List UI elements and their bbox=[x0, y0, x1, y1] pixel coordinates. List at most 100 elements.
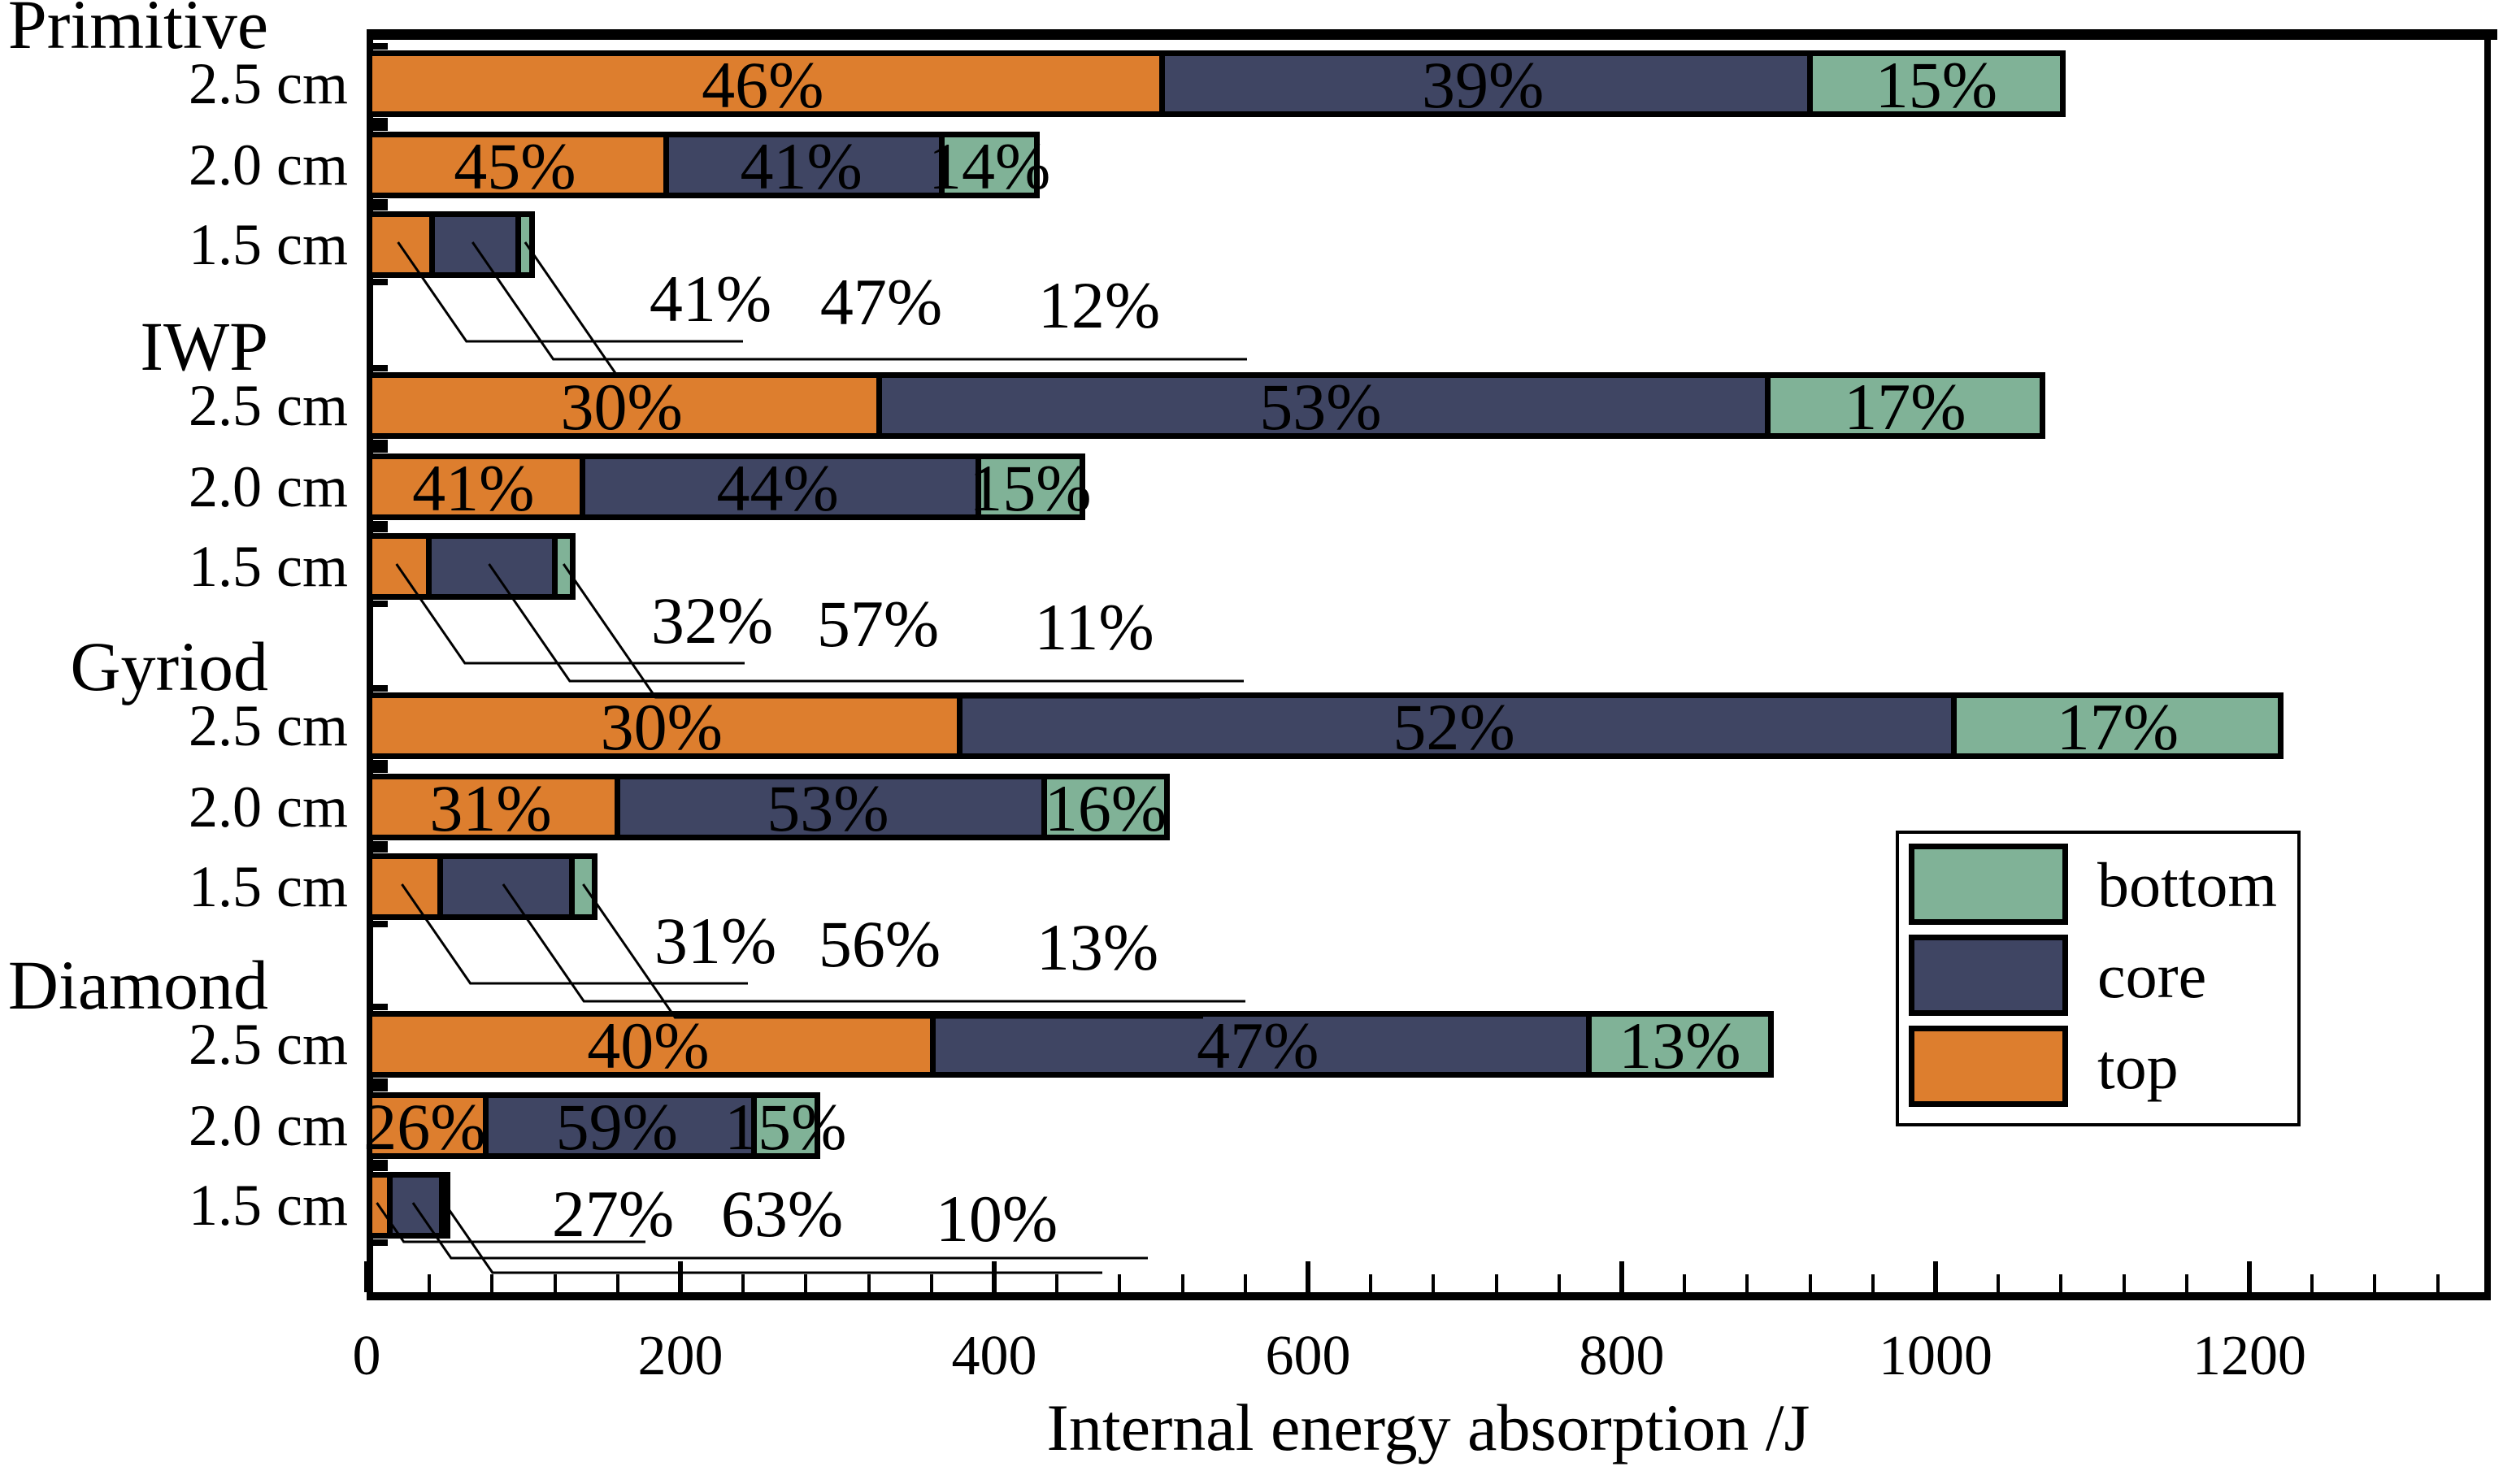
x-minor-tick bbox=[1997, 1274, 2001, 1292]
percent-label: 14% bbox=[928, 129, 1051, 203]
percent-label: 17% bbox=[2056, 690, 2179, 764]
percent-label: 26% bbox=[363, 1090, 486, 1164]
legend-swatch-top bbox=[1909, 1026, 2068, 1107]
leader-percent-label: 27% bbox=[551, 1177, 675, 1251]
y-tick bbox=[367, 766, 388, 773]
x-minor-tick bbox=[2059, 1274, 2063, 1292]
y-tick bbox=[367, 440, 388, 446]
plot-right-spine bbox=[2484, 29, 2491, 1300]
x-minor-tick bbox=[553, 1274, 557, 1292]
leader-percent-label: 12% bbox=[1037, 268, 1161, 342]
bar-segment-top bbox=[367, 774, 615, 840]
bar-segment-bottom bbox=[1041, 774, 1171, 840]
y-tick bbox=[367, 521, 388, 527]
size-label: 2.5 cm bbox=[189, 1012, 348, 1077]
x-minor-tick bbox=[867, 1274, 871, 1292]
x-minor-tick bbox=[804, 1274, 808, 1292]
leader-percent-label: 13% bbox=[1036, 910, 1159, 984]
x-minor-tick bbox=[2373, 1274, 2377, 1292]
legend-swatch-core bbox=[1909, 935, 2068, 1016]
percent-label: 44% bbox=[716, 451, 839, 525]
group-label: Primitive bbox=[7, 0, 268, 63]
size-label: 1.5 cm bbox=[189, 534, 348, 599]
leader-line bbox=[401, 883, 748, 985]
x-minor-tick bbox=[1745, 1274, 1749, 1292]
bar-segment-core bbox=[426, 533, 552, 600]
size-label: 2.0 cm bbox=[189, 775, 348, 840]
x-minor-tick bbox=[1118, 1274, 1122, 1292]
size-label: 2.5 cm bbox=[189, 51, 348, 116]
y-tick bbox=[367, 1165, 388, 1171]
y-tick bbox=[367, 124, 388, 131]
x-axis-title: Internal energy absorption /J bbox=[1046, 1391, 1810, 1464]
percent-label: 52% bbox=[1393, 690, 1515, 764]
x-major-tick bbox=[1933, 1261, 1938, 1292]
leader-percent-label: 41% bbox=[649, 262, 772, 336]
leader-percent-label: 10% bbox=[935, 1182, 1058, 1256]
percent-label: 30% bbox=[600, 690, 723, 764]
bar-segment-bottom bbox=[1806, 50, 2066, 117]
group-label: Diamond bbox=[7, 946, 268, 1024]
y-tick bbox=[367, 1078, 388, 1085]
size-label: 1.5 cm bbox=[189, 854, 348, 919]
group-label: Gyriod bbox=[70, 627, 268, 705]
x-minor-tick bbox=[1369, 1274, 1373, 1292]
leader-line bbox=[582, 883, 1203, 1019]
bar-segment-top bbox=[367, 211, 430, 278]
x-major-tick bbox=[1306, 1261, 1310, 1292]
bar-segment-bottom bbox=[568, 853, 597, 920]
bar-segment-bottom bbox=[1951, 692, 2284, 759]
percent-label: 39% bbox=[1422, 48, 1545, 122]
percent-label: 53% bbox=[1259, 370, 1382, 444]
x-minor-tick bbox=[615, 1274, 619, 1292]
bar-segment-bottom bbox=[1585, 1011, 1775, 1078]
percent-label: 15% bbox=[1875, 48, 1998, 122]
y-tick bbox=[367, 43, 388, 50]
y-tick bbox=[367, 1085, 388, 1091]
x-tick-label: 400 bbox=[951, 1325, 1037, 1387]
leader-percent-label: 31% bbox=[654, 904, 777, 978]
bar-segment-core bbox=[429, 211, 516, 278]
y-tick bbox=[367, 279, 388, 285]
x-minor-tick bbox=[490, 1274, 494, 1292]
bar-segment-core bbox=[956, 692, 1952, 759]
x-tick-label: 200 bbox=[637, 1325, 724, 1387]
leader-line bbox=[471, 241, 1247, 361]
bar-segment-core bbox=[929, 1011, 1586, 1078]
leader-line bbox=[443, 1202, 1102, 1274]
x-tick-label: 0 bbox=[352, 1325, 381, 1387]
x-minor-tick bbox=[1683, 1274, 1687, 1292]
y-tick bbox=[367, 1239, 388, 1246]
plot-left-spine bbox=[367, 29, 373, 1300]
percent-label: 40% bbox=[587, 1009, 710, 1083]
bar-segment-core bbox=[482, 1092, 751, 1159]
percent-label: 41% bbox=[740, 129, 863, 203]
size-label: 1.5 cm bbox=[189, 212, 348, 277]
bar-segment-top bbox=[367, 453, 580, 520]
leader-percent-label: 57% bbox=[816, 587, 940, 661]
bar-segment-top bbox=[367, 853, 437, 920]
legend-label-bottom: bottom bbox=[2097, 849, 2278, 920]
bar-segment-bottom bbox=[551, 533, 576, 600]
bar-segment-core bbox=[1158, 50, 1807, 117]
leader-line bbox=[488, 563, 1244, 683]
size-label: 2.0 cm bbox=[189, 454, 348, 519]
leader-percent-label: 32% bbox=[650, 584, 774, 657]
y-tick bbox=[367, 526, 388, 532]
y-tick bbox=[367, 446, 388, 453]
percent-label: 16% bbox=[1044, 771, 1167, 845]
y-tick bbox=[367, 1004, 388, 1010]
leader-percent-label: 63% bbox=[720, 1177, 844, 1251]
y-tick bbox=[367, 1160, 388, 1166]
percent-label: 47% bbox=[1197, 1009, 1319, 1083]
leader-line bbox=[395, 563, 745, 665]
size-label: 2.5 cm bbox=[189, 373, 348, 438]
x-minor-tick bbox=[2122, 1274, 2126, 1292]
percent-label: 31% bbox=[429, 771, 552, 845]
size-label: 2.5 cm bbox=[189, 693, 348, 758]
x-minor-tick bbox=[2184, 1274, 2188, 1292]
percent-label: 46% bbox=[702, 48, 824, 122]
x-minor-tick bbox=[2310, 1274, 2314, 1292]
legend-swatch-bottom bbox=[1909, 844, 2068, 925]
x-minor-tick bbox=[1180, 1274, 1184, 1292]
